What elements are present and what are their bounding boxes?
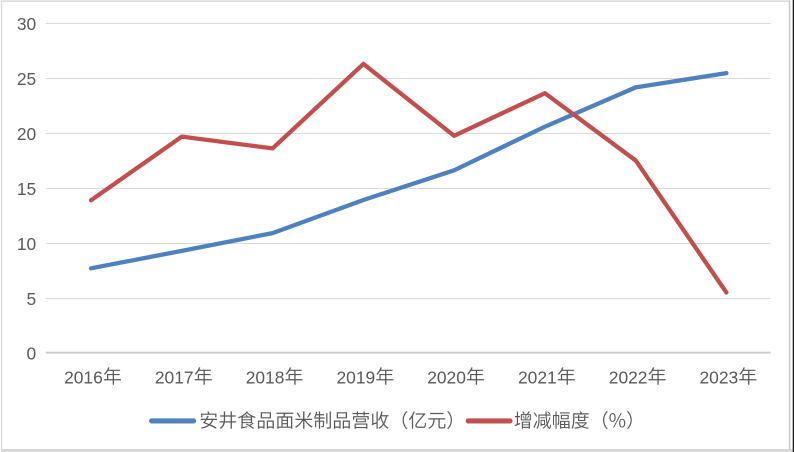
svg-text:0: 0	[27, 344, 37, 364]
svg-text:2019: 2019	[337, 367, 376, 387]
svg-text:2023: 2023	[700, 367, 739, 387]
svg-text:20: 20	[17, 124, 36, 144]
svg-text:15: 15	[17, 179, 36, 199]
svg-text:2017: 2017	[155, 367, 194, 387]
svg-text:30: 30	[17, 14, 36, 34]
svg-text:25: 25	[17, 69, 36, 89]
svg-text:2022: 2022	[609, 367, 648, 387]
svg-text:2021: 2021	[518, 367, 557, 387]
svg-text:10: 10	[17, 234, 36, 254]
svg-text:2016: 2016	[64, 367, 103, 387]
svg-text:5: 5	[27, 289, 37, 309]
svg-text:2018: 2018	[246, 367, 285, 387]
svg-text:2020: 2020	[427, 367, 466, 387]
